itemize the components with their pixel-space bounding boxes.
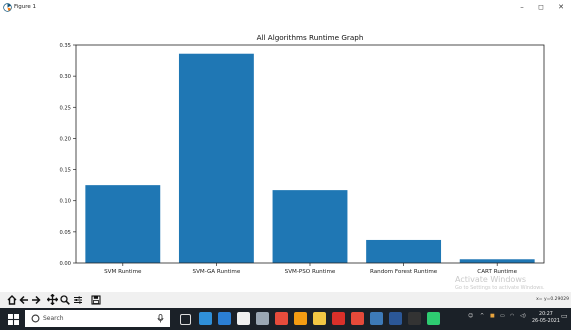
save-icon[interactable] [90,293,102,306]
chrome-icon[interactable] [275,312,288,325]
activate-windows-watermark: Activate Windows Go to Settings to activ… [455,275,545,292]
home-icon[interactable] [6,293,18,306]
matplotlib-icon [3,3,12,12]
y-tick-label: 0.35 [59,43,71,49]
acrobat-icon[interactable] [332,312,345,325]
windows-logo-icon [7,313,19,325]
tools-icon[interactable] [351,312,364,325]
files-icon[interactable] [313,312,326,325]
microphone-icon[interactable] [157,314,164,323]
watermark-subtitle: Go to Settings to activate Windows. [455,285,545,291]
notifications-icon[interactable]: ▭ [561,312,568,320]
network-icon[interactable] [427,312,440,325]
volume-icon[interactable]: ◁) [520,313,526,319]
x-tick-label: SVM-PSO Runtime [285,269,336,275]
x-tick-label: SVM-GA Runtime [193,269,241,275]
close-button[interactable]: ✕ [558,3,564,11]
y-tick-label: 0.10 [59,199,71,205]
coordinate-readout: x= y=0.29029 [536,297,569,302]
show-hidden-icons-icon[interactable]: ^ [480,313,485,319]
watermark-title: Activate Windows [455,275,527,284]
store-icon[interactable] [237,312,250,325]
python-icon[interactable] [370,312,383,325]
x-tick-label: Random Forest Runtime [370,269,438,275]
windows-taskbar: Search ☺ ^ ■ ▭ ◠ ◁) 20:27 26-05-2021 ▭ [0,308,571,330]
bar-chart: All Algorithms Runtime Graph 0.00 0.05 0.10… [59,33,545,275]
y-tick-label: 0.00 [59,261,71,267]
y-tick-label: 0.15 [59,168,71,174]
settings-icon[interactable] [256,312,269,325]
bar [178,53,254,263]
tray-app-icon[interactable]: ■ [490,313,495,319]
y-tick-label: 0.05 [59,230,71,236]
taskbar-search-box[interactable]: Search [25,310,170,327]
chart-title: All Algorithms Runtime Graph [257,33,364,42]
zoom-icon[interactable] [59,293,71,306]
people-icon[interactable]: ☺ [468,313,474,319]
wifi-icon[interactable]: ◠ [510,313,515,319]
pan-icon[interactable] [46,293,58,306]
bar [459,259,535,263]
bar [85,185,161,263]
edge-icon[interactable] [199,312,212,325]
forward-icon[interactable] [30,293,42,306]
word-icon[interactable] [389,312,402,325]
back-icon[interactable] [18,293,30,306]
firefox-icon[interactable] [294,312,307,325]
task-view-icon[interactable] [180,314,191,325]
search-icon [31,314,40,323]
x-tick-label: CART Runtime [477,269,517,275]
y-tick-label: 0.25 [59,105,71,111]
figure-canvas[interactable]: All Algorithms Runtime Graph 0.00 0.05 0.10… [0,16,571,292]
minimize-button[interactable]: – [520,3,524,11]
system-clock[interactable]: 20:27 26-05-2021 [532,311,560,325]
start-button[interactable] [2,308,24,330]
bar [272,190,348,263]
window-title: Figure 1 [14,4,37,10]
bar [366,239,442,263]
battery-icon[interactable]: ▭ [500,313,505,319]
window-title-bar: Figure 1 – ◻ ✕ [0,0,571,16]
mail-icon[interactable] [218,312,231,325]
navigation-toolbar: x= y=0.29029 [0,292,571,308]
configure-icon[interactable] [72,293,84,306]
clock-time: 20:27 [539,312,553,317]
terminal-icon[interactable] [408,312,421,325]
clock-date: 26-05-2021 [532,319,560,324]
maximize-button[interactable]: ◻ [538,3,544,11]
y-tick-label: 0.20 [59,136,71,142]
x-tick-label: SVM Runtime [104,269,142,275]
y-tick-label: 0.30 [59,74,71,80]
search-placeholder: Search [43,315,64,322]
